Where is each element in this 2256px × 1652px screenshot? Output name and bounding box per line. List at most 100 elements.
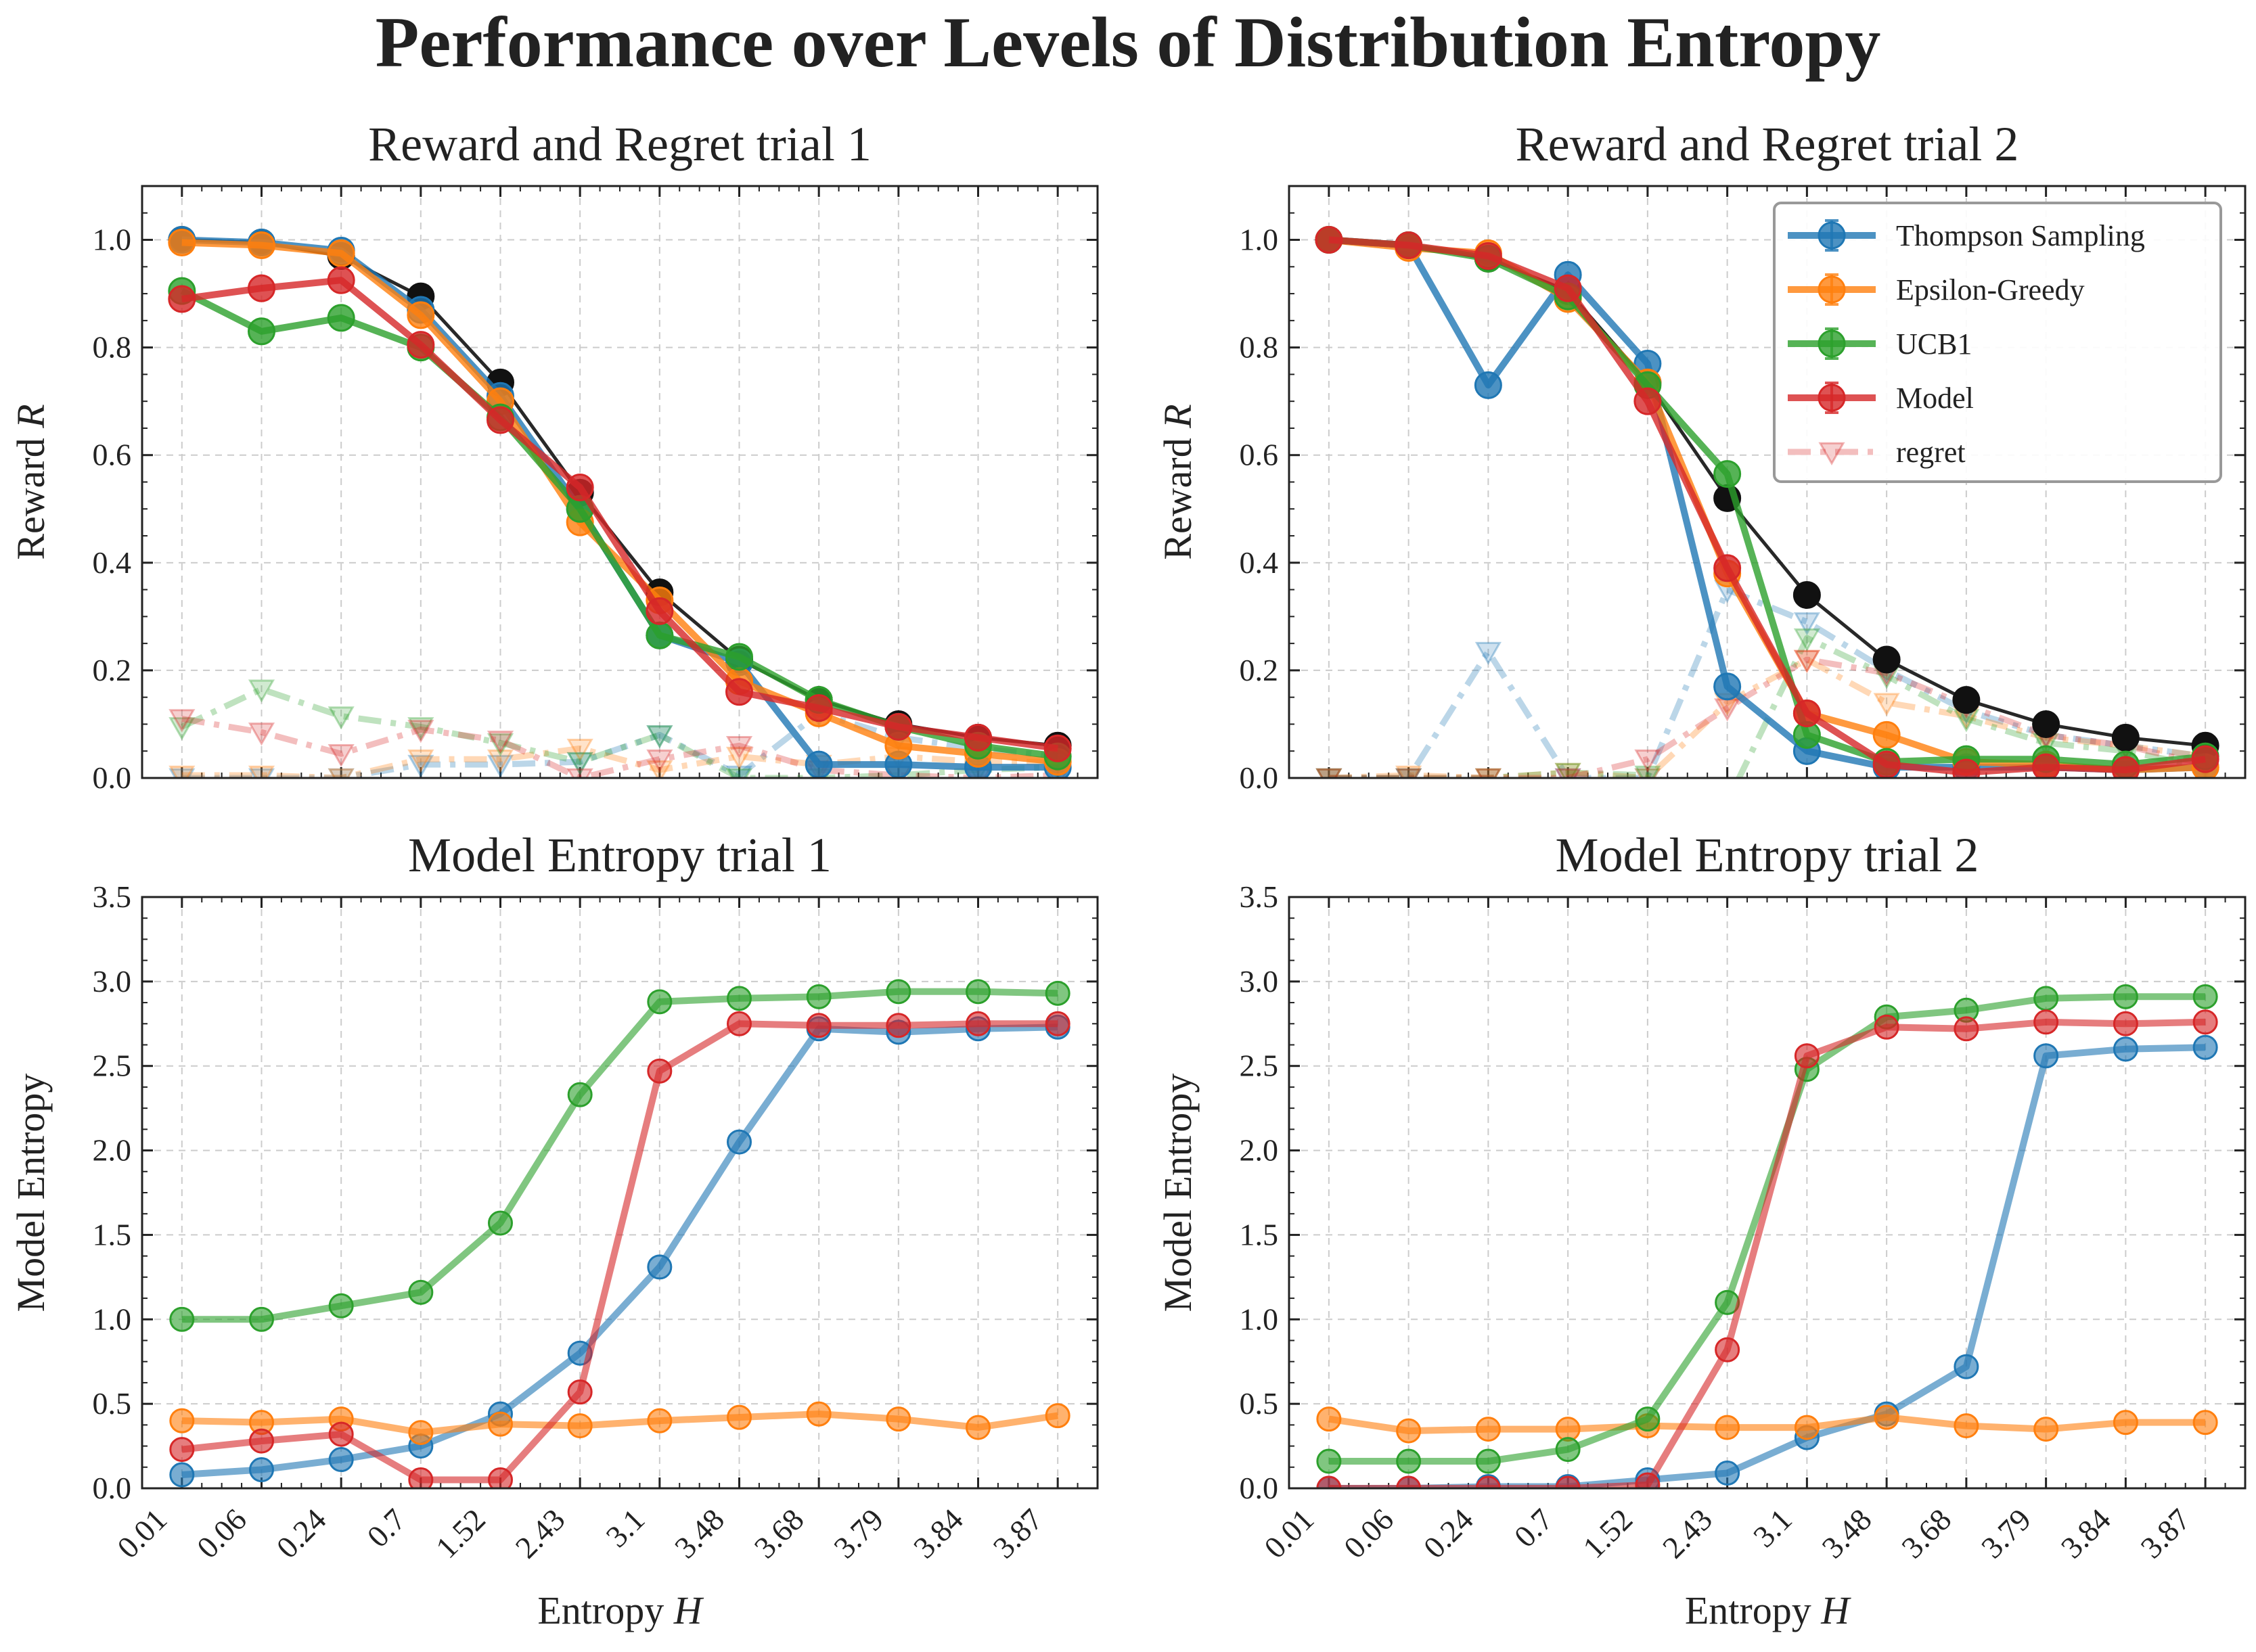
data-point (2192, 1009, 2218, 1035)
data-point (328, 1447, 354, 1473)
data-point (2033, 986, 2059, 1011)
grid-lines (142, 896, 1098, 1489)
legend-label: Model (1896, 382, 1974, 415)
data-point (966, 979, 991, 1005)
series-line (181, 988, 1058, 1323)
data-point (249, 1457, 274, 1483)
series-model (169, 1011, 1070, 1488)
data-point (328, 743, 355, 768)
data-point (407, 331, 435, 359)
y-axis-label-symbol: R (1156, 404, 1200, 428)
data-point (169, 1437, 195, 1463)
y-tick-label: 2.5 (1240, 1049, 1279, 1083)
data-point (647, 1058, 673, 1084)
y-axis-label: Reward R (1156, 404, 1200, 559)
data-point (1474, 641, 1502, 666)
data-point (1395, 768, 1422, 778)
panel-title: Model Entropy trial 2 (1556, 828, 1979, 882)
data-point (1554, 762, 1581, 778)
y-tick-label: 0.0 (1240, 760, 1279, 795)
y-tick-label: 0.8 (93, 330, 132, 365)
data-point (1952, 686, 1981, 714)
axes-frame (1288, 185, 2247, 779)
data-point (488, 1467, 513, 1488)
data-point (1554, 768, 1581, 778)
data-point (1043, 734, 1072, 762)
data-point (1954, 1354, 1979, 1379)
panel-title: Reward and Regret trial 2 (1516, 117, 2019, 171)
series-line (181, 1410, 1058, 1436)
data-point (168, 285, 196, 313)
data-point (1316, 1406, 1342, 1432)
data-point (567, 1379, 593, 1405)
series-line (1328, 1414, 2206, 1435)
data-point (805, 750, 833, 778)
data-point (566, 739, 593, 762)
series-line (180, 288, 1058, 760)
series-line (1328, 587, 2206, 778)
data-point (1716, 794, 1739, 814)
series-line (181, 716, 1058, 778)
data-point (488, 1411, 513, 1437)
data-point (248, 765, 275, 778)
data-point (886, 1406, 911, 1432)
data-point (2113, 1011, 2138, 1036)
data-point (248, 317, 275, 346)
data-point (1634, 768, 1661, 778)
data-point (1715, 1337, 1740, 1362)
y-tick-label: 0.8 (1240, 330, 1279, 365)
data-point (249, 1306, 274, 1332)
data-point (408, 1279, 434, 1305)
data-point (408, 1420, 434, 1446)
data-point (805, 694, 833, 722)
data-point (2113, 1410, 2138, 1436)
data-point (725, 768, 753, 778)
data-point (248, 231, 275, 259)
data-point (169, 1408, 195, 1433)
x-tick-label: 0.24 (270, 1502, 333, 1565)
data-point (1954, 1016, 1979, 1042)
data-point (1315, 768, 1343, 778)
data-point (248, 679, 275, 703)
y-tick-label: 0.2 (93, 653, 132, 687)
legend-label: Epsilon-Greedy (1896, 273, 2085, 306)
data-point (1634, 768, 1661, 778)
series-epsilon-greedy (1316, 1404, 2218, 1444)
x-tick-label: 1.52 (429, 1502, 492, 1565)
y-tick-label: 0.0 (1240, 1471, 1279, 1505)
data-point (1555, 1437, 1581, 1463)
data-point (328, 1421, 354, 1447)
y-tick-label: 2.0 (93, 1133, 132, 1168)
data-point (1715, 1461, 1740, 1486)
data-point (1633, 387, 1662, 415)
data-point (1635, 1406, 1661, 1432)
chart-panel-2: 0.0 0.2 0.4 0.6 0.8 1.0 Reward and Regret tria… (1156, 117, 2247, 814)
data-point (806, 1401, 832, 1427)
y-tick-label: 0.4 (1240, 545, 1279, 580)
data-point (1045, 980, 1070, 1006)
series-line (1328, 1018, 2206, 1488)
data-point (248, 722, 275, 746)
y-axis-label-symbol: R (9, 404, 53, 428)
data-point (1793, 612, 1820, 636)
data-point (2113, 1036, 2138, 1062)
y-tick-label: 1.0 (1240, 1302, 1279, 1336)
legend-marker (1818, 384, 1846, 412)
legend-label: Thompson Sampling (1896, 219, 2145, 252)
legend-entry-epsilon-greedy: Epsilon-Greedy (1788, 273, 2085, 306)
data-point (725, 643, 753, 671)
data-point (1555, 1475, 1581, 1488)
data-point (327, 239, 355, 267)
x-tick-label: 0.7 (361, 1502, 413, 1554)
data-point (1395, 231, 1423, 259)
data-point (886, 1013, 911, 1038)
series-line (181, 1024, 1058, 1478)
y-tick-label: 0.6 (93, 438, 132, 472)
y-tick-label: 0.2 (1240, 653, 1279, 687)
data-point (1634, 765, 1661, 778)
x-tick-label: 0.06 (1337, 1502, 1400, 1565)
series-line (181, 277, 1058, 752)
data-point (727, 986, 752, 1011)
data-point (1793, 649, 1820, 674)
